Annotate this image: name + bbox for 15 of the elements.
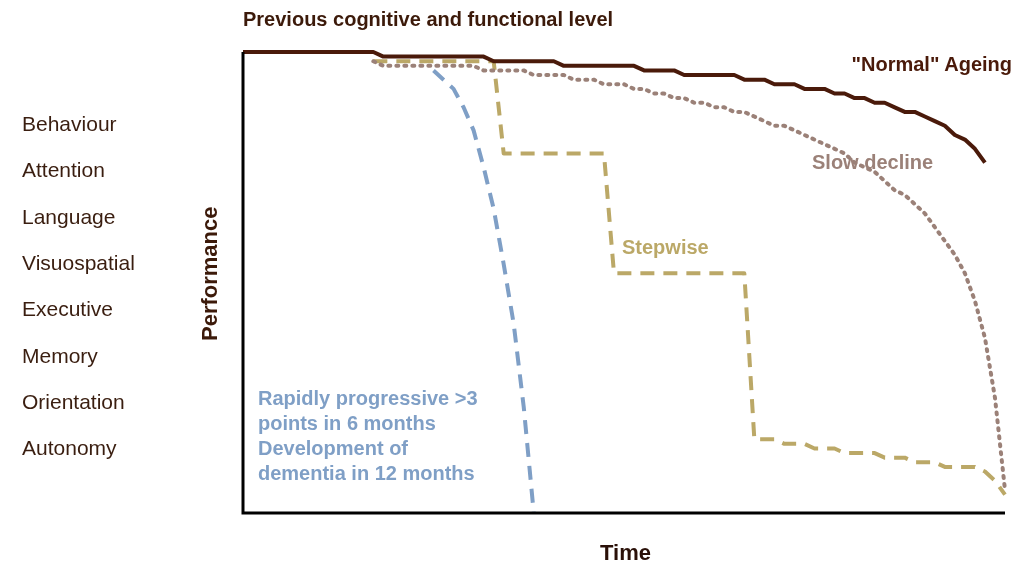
x-axis-title: Time (600, 540, 651, 566)
series-label: "Normal" Ageing (850, 52, 1012, 77)
chart-title: Previous cognitive and functional level (243, 8, 614, 31)
text: Language (22, 204, 116, 229)
series-label: Stepwise (622, 235, 710, 260)
y-axis-title: Performance (197, 206, 223, 341)
text: Visuospatial (22, 250, 135, 275)
series-label: Slow decline (812, 150, 935, 175)
text: Behaviour (22, 112, 117, 136)
text: Executive (22, 297, 114, 322)
text: Attention (22, 158, 105, 183)
text: Autonomy (22, 436, 117, 461)
text: Memory (22, 343, 98, 368)
text: Orientation (22, 389, 125, 414)
text: Rapidly progressive >3 points in 6 months Development of dementia in 12 months (258, 386, 479, 486)
